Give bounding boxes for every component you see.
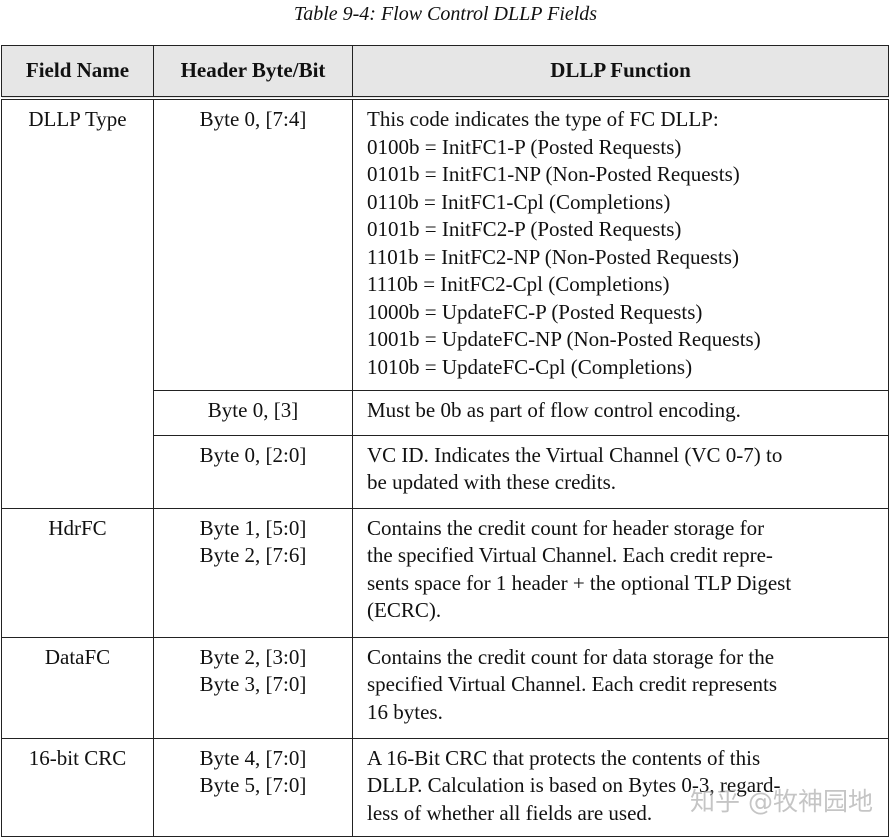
byte-bit-line: Byte 5, [7:0] bbox=[199, 773, 307, 797]
byte-bit-line: Byte 2, [3:0] bbox=[199, 644, 307, 669]
field-name-cell: HdrFC bbox=[1, 507, 154, 638]
byte-bit-cell: Byte 0, [2:0] bbox=[153, 434, 353, 509]
function-line: A 16-Bit CRC that protects the contents … bbox=[367, 745, 761, 770]
function-cell: This code indicates the type of FC DLLP:… bbox=[352, 97, 889, 391]
function-line: Must be 0b as part of flow control encod… bbox=[367, 397, 741, 422]
flow-control-dllp-table: Field Name Header Byte/Bit DLLP Function… bbox=[1, 45, 889, 837]
byte-bit-line: Byte 2, [7:6] bbox=[199, 543, 307, 567]
byte-bit-line: Byte 4, [7:0] bbox=[199, 745, 307, 770]
function-cell: VC ID. Indicates the Virtual Channel (VC… bbox=[352, 434, 889, 509]
header-dllp-function: DLLP Function bbox=[352, 45, 889, 100]
function-line: 0100b = InitFC1-P (Posted Requests) bbox=[367, 134, 682, 159]
function-line: 1001b = UpdateFC-NP (Non-Posted Requests… bbox=[367, 327, 761, 351]
byte-bit-cell: Byte 4, [7:0] Byte 5, [7:0] bbox=[153, 737, 353, 837]
function-cell: Contains the credit count for header sto… bbox=[352, 507, 889, 638]
function-cell: A 16-Bit CRC that protects the contents … bbox=[352, 737, 889, 837]
function-line: 1110b = InitFC2-Cpl (Completions) bbox=[367, 272, 670, 296]
table-row: DLLP Type Byte 0, [7:4] This code indicate… bbox=[1, 97, 889, 509]
field-name-cell: DLLP Type bbox=[1, 97, 154, 509]
table-row: Byte 0, [3] Must be 0b as part of flow co… bbox=[2, 389, 889, 436]
byte-bit-cell: Byte 0, [7:4] bbox=[153, 97, 353, 391]
header-field-name: Field Name bbox=[1, 45, 154, 100]
function-line: 1000b = UpdateFC-P (Posted Requests) bbox=[367, 299, 703, 324]
byte-bit-line: Byte 1, [5:0] bbox=[199, 515, 307, 540]
byte-bit-line: Byte 3, [7:0] bbox=[199, 672, 307, 696]
function-line: 1010b = UpdateFC-Cpl (Completions) bbox=[367, 354, 693, 379]
function-line: 0101b = InitFC2-P (Posted Requests) bbox=[367, 217, 682, 241]
byte-bit-line: Byte 0, [7:4] bbox=[199, 107, 307, 131]
byte-bit-line: Byte 0, [2:0] bbox=[199, 442, 307, 467]
function-line: Contains the credit count for header sto… bbox=[367, 515, 765, 540]
function-line: be updated with these credits. bbox=[367, 470, 617, 494]
function-line: 0110b = InitFC1-Cpl (Completions) bbox=[367, 189, 671, 214]
function-line: 16 bytes. bbox=[367, 699, 443, 724]
byte-bit-cell: Byte 2, [3:0] Byte 3, [7:0] bbox=[153, 636, 353, 739]
function-line: 0101b = InitFC1-NP (Non-Posted Requests) bbox=[367, 162, 740, 186]
function-line: This code indicates the type of FC DLLP: bbox=[367, 107, 719, 131]
function-line: sents space for 1 header + the optional … bbox=[367, 570, 792, 595]
function-line: the specified Virtual Channel. Each cred… bbox=[367, 543, 773, 567]
table-caption: Table 9-4: Flow Control DLLP Fields bbox=[293, 3, 598, 25]
function-line: (ECRC). bbox=[367, 598, 442, 622]
function-line: DLLP. Calculation is based on Bytes 0-3,… bbox=[367, 773, 781, 797]
field-name-cell: 16-bit CRC bbox=[1, 737, 154, 837]
byte-bit-cell: Byte 1, [5:0] Byte 2, [7:6] bbox=[153, 507, 353, 638]
function-line: 1101b = InitFC2-NP (Non-Posted Requests) bbox=[367, 244, 739, 269]
table-row: 16-bit CRC Byte 4, [7:0] Byte 5, [7:0] A 16… bbox=[1, 737, 889, 837]
table-header-row: Field Name Header Byte/Bit DLLP Function bbox=[1, 45, 889, 100]
function-line: less of whether all fields are used. bbox=[367, 800, 653, 825]
function-line: Contains the credit count for data stora… bbox=[367, 644, 775, 669]
field-name-cell: DataFC bbox=[1, 636, 154, 739]
watermark: 知乎 @牧神园地 bbox=[690, 787, 873, 816]
header-byte-bit: Header Byte/Bit bbox=[153, 45, 353, 100]
function-cell: Contains the credit count for data stora… bbox=[352, 636, 889, 739]
function-line: VC ID. Indicates the Virtual Channel (VC… bbox=[367, 442, 783, 467]
function-line: specified Virtual Channel. Each credit r… bbox=[367, 672, 778, 696]
function-cell: Must be 0b as part of flow control encod… bbox=[352, 389, 889, 436]
table-row: HdrFC Byte 1, [5:0] Byte 2, [7:6] Contains … bbox=[1, 507, 889, 638]
byte-bit-cell: Byte 0, [3] bbox=[153, 389, 353, 436]
byte-bit-line: Byte 0, [3] bbox=[207, 397, 299, 422]
table-row: DataFC Byte 2, [3:0] Byte 3, [7:0] Contains… bbox=[1, 636, 889, 739]
